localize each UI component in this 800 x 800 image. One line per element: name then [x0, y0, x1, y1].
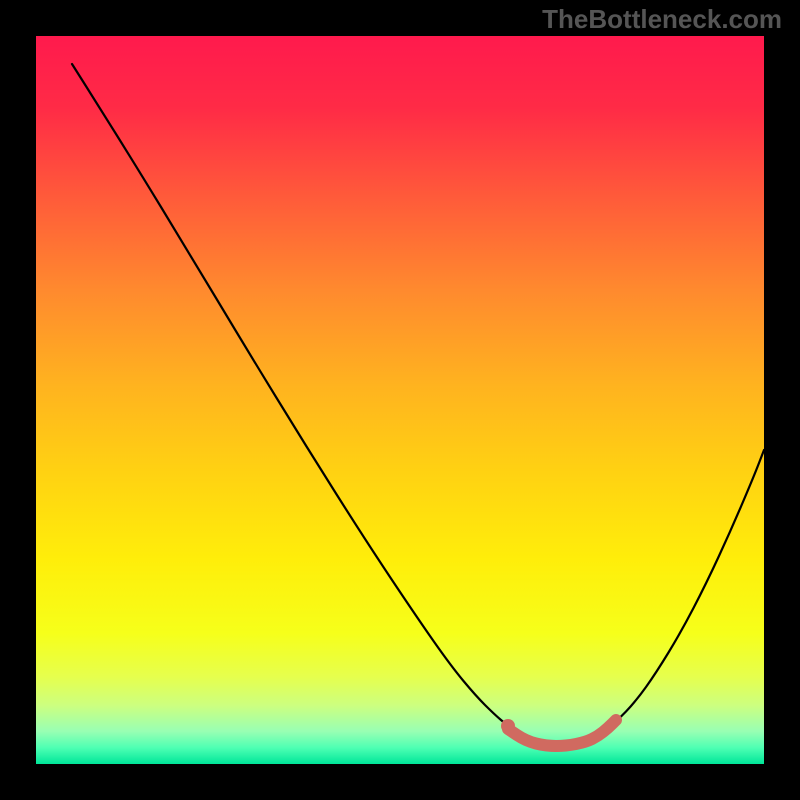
frame-right [764, 0, 800, 800]
plot-background [36, 36, 764, 764]
attribution-text: TheBottleneck.com [542, 4, 782, 35]
marker-dot [501, 719, 515, 733]
frame-bottom [0, 764, 800, 800]
frame-left [0, 0, 36, 800]
chart-plot-area [36, 36, 764, 764]
chart-svg [36, 36, 764, 764]
